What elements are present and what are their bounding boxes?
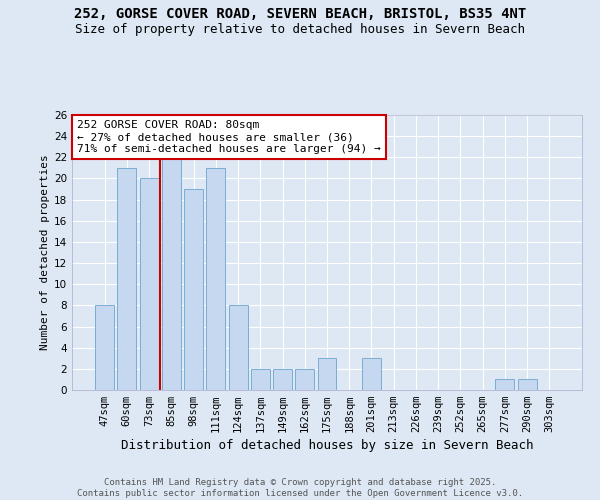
Text: Size of property relative to detached houses in Severn Beach: Size of property relative to detached ho… xyxy=(75,22,525,36)
Bar xyxy=(162,158,181,390)
Bar xyxy=(206,168,225,390)
Bar xyxy=(362,358,381,390)
Text: 252, GORSE COVER ROAD, SEVERN BEACH, BRISTOL, BS35 4NT: 252, GORSE COVER ROAD, SEVERN BEACH, BRI… xyxy=(74,8,526,22)
Text: Contains HM Land Registry data © Crown copyright and database right 2025.
Contai: Contains HM Land Registry data © Crown c… xyxy=(77,478,523,498)
Y-axis label: Number of detached properties: Number of detached properties xyxy=(40,154,50,350)
Bar xyxy=(140,178,158,390)
X-axis label: Distribution of detached houses by size in Severn Beach: Distribution of detached houses by size … xyxy=(121,440,533,452)
Bar xyxy=(229,306,248,390)
Bar xyxy=(496,380,514,390)
Bar xyxy=(273,369,292,390)
Bar xyxy=(95,306,114,390)
Bar xyxy=(251,369,270,390)
Bar xyxy=(518,380,536,390)
Text: 252 GORSE COVER ROAD: 80sqm
← 27% of detached houses are smaller (36)
71% of sem: 252 GORSE COVER ROAD: 80sqm ← 27% of det… xyxy=(77,120,381,154)
Bar xyxy=(118,168,136,390)
Bar xyxy=(295,369,314,390)
Bar xyxy=(317,358,337,390)
Bar xyxy=(184,189,203,390)
